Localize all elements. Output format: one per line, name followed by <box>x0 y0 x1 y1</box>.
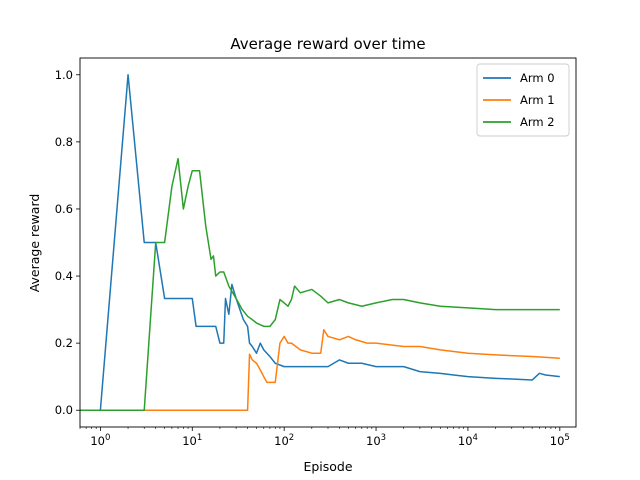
y-tick-label: 1.0 <box>55 68 73 82</box>
legend-label: Arm 1 <box>520 93 555 107</box>
x-tick-label: 103 <box>366 433 386 448</box>
y-tick-label: 0.4 <box>55 269 73 283</box>
x-tick-label: 102 <box>274 433 294 448</box>
y-axis-ticks: 0.0 0.2 0.4 0.6 0.8 1.0 <box>55 68 80 417</box>
series-lines <box>80 74 560 411</box>
x-axis-label: Episode <box>303 459 352 474</box>
y-tick-label: 0.0 <box>55 403 73 417</box>
y-tick-label: 0.2 <box>55 336 73 350</box>
series-line-0 <box>80 74 560 411</box>
y-tick-label: 0.8 <box>55 135 73 149</box>
series-line-2 <box>80 157 560 411</box>
series-line-1 <box>80 328 560 411</box>
legend-label: Arm 2 <box>520 115 555 129</box>
x-tick-label: 101 <box>182 433 202 448</box>
legend: Arm 0 Arm 1 Arm 2 <box>476 63 570 137</box>
x-tick-label: 104 <box>458 433 478 448</box>
x-tick-label: 105 <box>550 433 570 448</box>
y-tick-label: 0.6 <box>55 202 73 216</box>
plot-frame <box>79 57 577 428</box>
legend-label: Arm 0 <box>520 71 555 85</box>
x-axis-ticks: 100 101 102 103 104 105 <box>79 427 570 448</box>
x-tick-label: 100 <box>90 433 110 448</box>
chart-title: Average reward over time <box>230 35 425 53</box>
y-axis-label: Average reward <box>27 194 42 293</box>
legend-box <box>476 63 570 137</box>
